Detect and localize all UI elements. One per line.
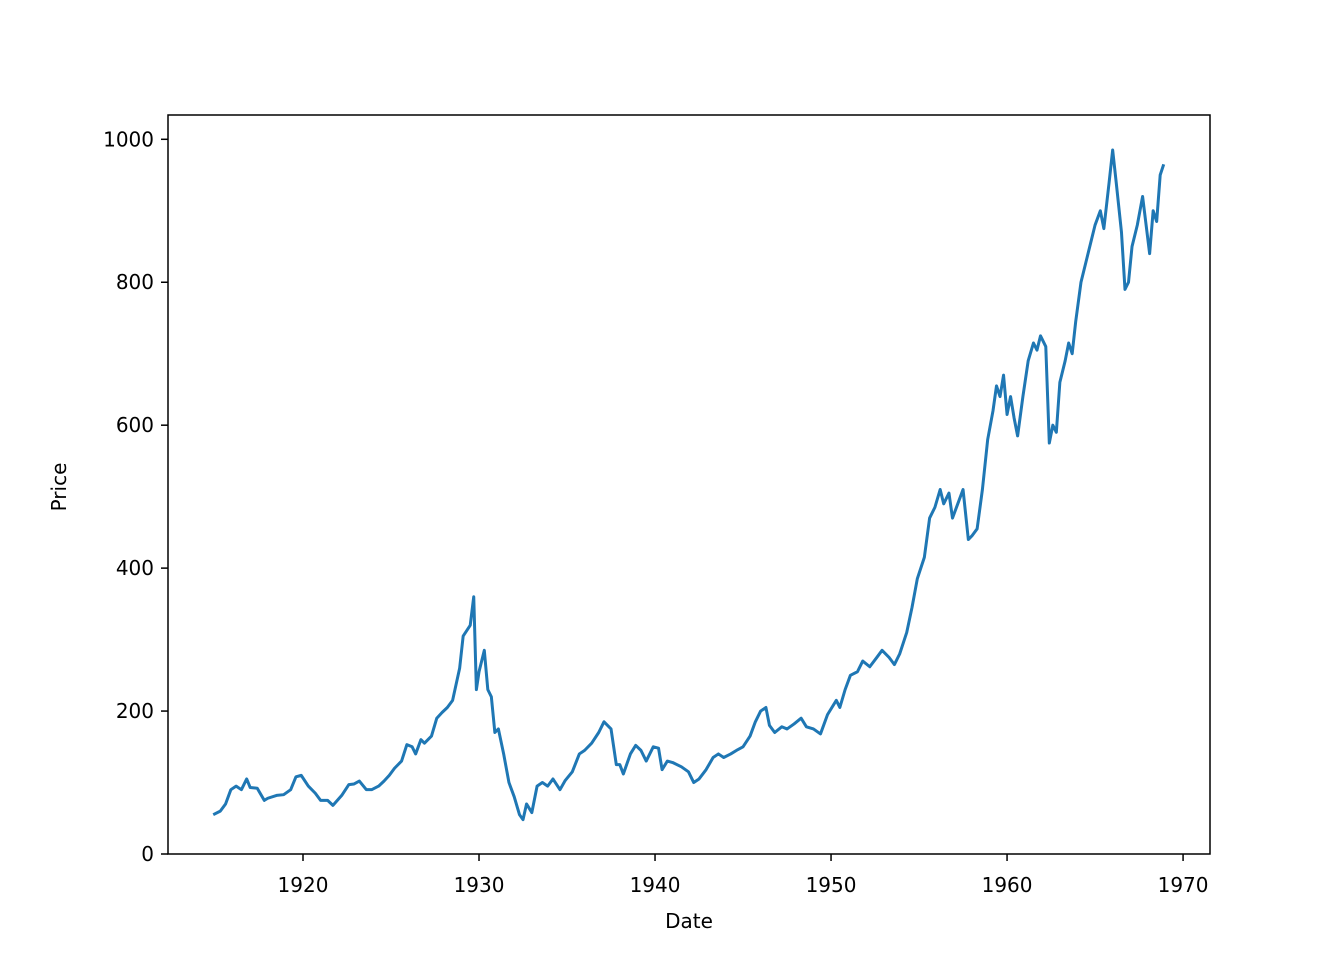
x-axis-label: Date xyxy=(665,909,713,933)
y-tick-label: 1000 xyxy=(103,127,154,151)
x-tick-label: 1960 xyxy=(982,873,1033,897)
y-tick-label: 400 xyxy=(116,556,154,580)
y-tick-label: 600 xyxy=(116,413,154,437)
x-tick-label: 1970 xyxy=(1158,873,1209,897)
y-tick-label: 0 xyxy=(141,842,154,866)
x-tick-label: 1940 xyxy=(630,873,681,897)
x-tick-label: 1950 xyxy=(806,873,857,897)
x-tick-label: 1920 xyxy=(278,873,329,897)
plot-frame xyxy=(167,114,1211,855)
x-tick-label: 1930 xyxy=(454,873,505,897)
y-tick-label: 800 xyxy=(116,270,154,294)
price-line xyxy=(212,148,1166,822)
y-tick-label: 200 xyxy=(116,699,154,723)
y-axis-label: Price xyxy=(47,463,71,512)
